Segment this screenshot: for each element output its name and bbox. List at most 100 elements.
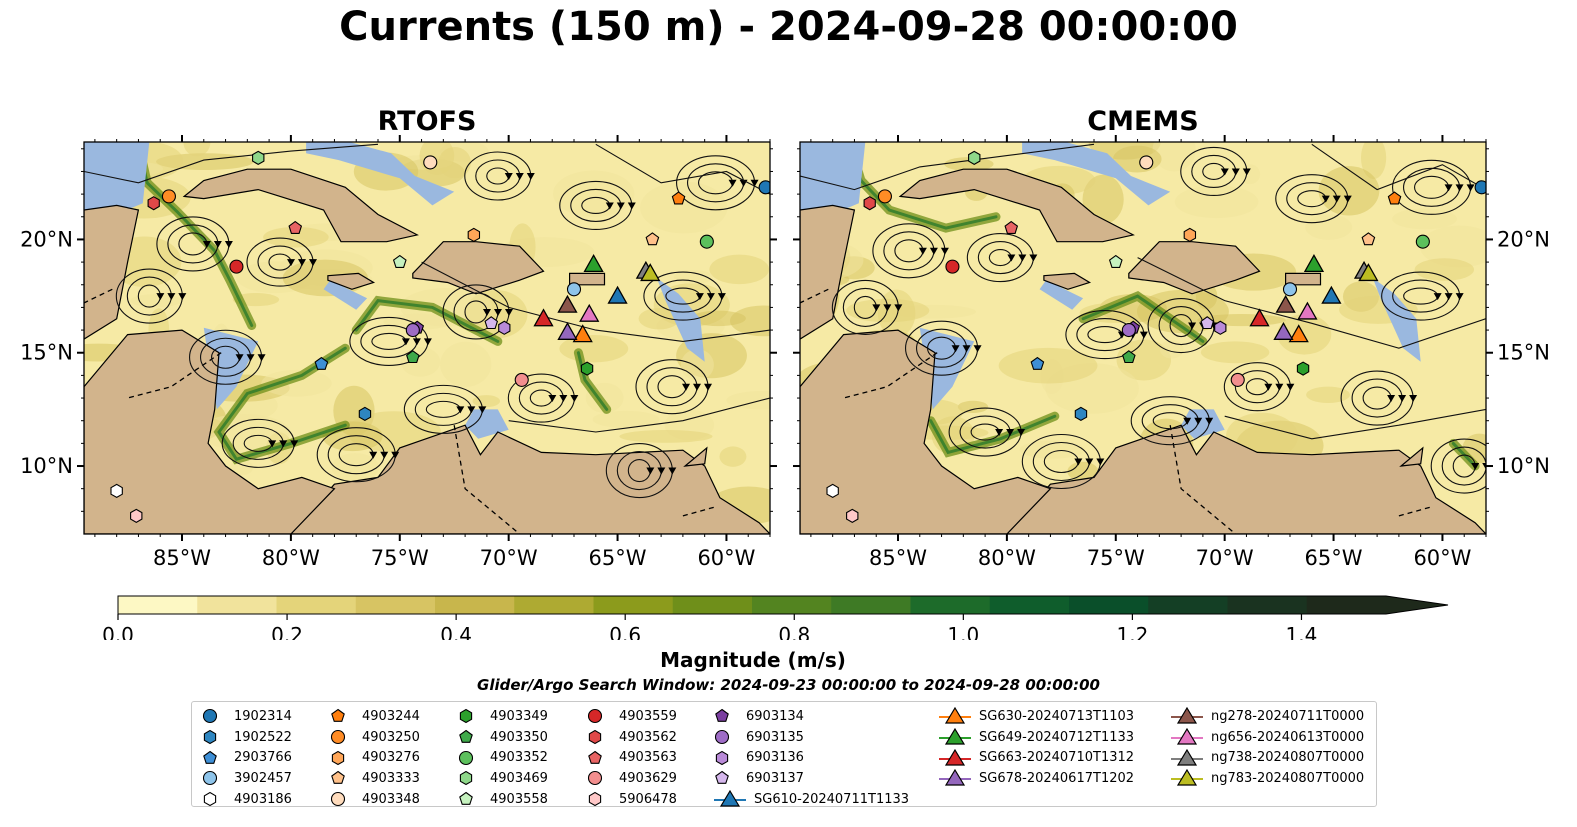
streamline-arrow xyxy=(515,172,524,180)
colorbar-segment xyxy=(514,596,594,614)
land-southamerica xyxy=(800,424,1486,534)
argo-float-1902522 xyxy=(358,406,372,422)
legend-item-4903469: 4903469 xyxy=(456,768,548,789)
legend-item-3902457: 3902457 xyxy=(200,768,292,789)
legend-label: ng656-20240613T0000 xyxy=(1211,729,1365,745)
colorbar-segment xyxy=(435,596,515,614)
argo-float-1902314 xyxy=(1474,180,1486,195)
legend-label: 2903766 xyxy=(234,750,292,766)
streamline-arrow xyxy=(1398,395,1407,403)
legend-item-4903352: 4903352 xyxy=(456,747,548,768)
colorbar-segment xyxy=(355,596,436,614)
streamline-arrow xyxy=(1220,168,1229,176)
colorbar-tick-label: 0.4 xyxy=(440,623,472,640)
legend-marker-icon xyxy=(588,791,602,807)
colorbar-segment xyxy=(1306,596,1387,614)
shelf-campeche xyxy=(84,142,150,229)
streamline-arrow xyxy=(1433,293,1442,301)
legend-marker-icon xyxy=(588,750,602,764)
streamline xyxy=(1430,438,1486,494)
x-tick-label: 60°W xyxy=(697,546,755,570)
legend-marker-icon xyxy=(714,729,730,745)
magnitude-patch xyxy=(472,395,501,408)
legend-label: 4903250 xyxy=(362,729,420,745)
legend-marker-icon xyxy=(458,750,474,765)
argo-float-4903558 xyxy=(1108,254,1123,268)
magnitude-patch xyxy=(130,294,182,308)
streamline-arrow xyxy=(951,345,960,353)
argo-float-4903186 xyxy=(826,483,839,499)
streamline-arrow xyxy=(1006,429,1015,437)
legend-label: 6903136 xyxy=(746,750,804,766)
land-cuba xyxy=(182,168,419,243)
colorbar: 0.0 0.2 0.4 0.6 0.8 1.0 1.2 1.4 xyxy=(102,595,1449,640)
argo-float-4903276 xyxy=(467,227,481,243)
argo-float-2903766 xyxy=(314,356,329,370)
streamline-arrow xyxy=(1471,463,1480,471)
land-yucatan xyxy=(800,204,856,340)
magnitude-patch xyxy=(1152,142,1196,172)
streamline-arrow xyxy=(505,308,513,316)
legend-marker-icon xyxy=(203,750,217,764)
magnitude-patch xyxy=(1306,386,1350,403)
magnitude-patch xyxy=(331,453,380,482)
panel-title-rtofs: RTOFS xyxy=(377,106,477,137)
argo-float-4903348 xyxy=(423,155,438,170)
legend-label: 4903629 xyxy=(619,770,677,786)
colorbar-tick-label: 0.2 xyxy=(271,623,303,640)
colorbar-segment xyxy=(118,596,198,614)
streamline-arrow xyxy=(1242,168,1251,176)
streamline-arrow xyxy=(1466,184,1475,192)
magnitude-patch xyxy=(726,390,770,410)
streamline-arrow xyxy=(995,429,1004,437)
map-panel-cmems: 85°W 80°W 75°W 70°W 65°W 60°W 10°N 15°N 20°N xyxy=(793,135,1550,570)
map-panel-rtofs: 85°W 80°W 75°W 70°W 65°W 60°W 10°N 15°N 20°N xyxy=(20,135,777,570)
x-tick-label: 80°W xyxy=(978,546,1036,570)
argo-float-4903333 xyxy=(645,232,660,246)
streamline-arrow xyxy=(1231,168,1240,176)
legend-label: SG610-20240711T1133 xyxy=(754,791,910,807)
argo-float-4903250 xyxy=(877,189,892,204)
argo-float-4903349 xyxy=(1296,361,1310,376)
streamline-arrow xyxy=(750,179,759,187)
legend-item-4903250: 4903250 xyxy=(328,727,420,748)
legend-item-4903558: 4903558 xyxy=(456,789,548,810)
streamline-arrow xyxy=(918,247,927,255)
glider-SG610-20240711T1133 xyxy=(607,285,628,304)
streamline-arrow xyxy=(872,304,881,312)
country-border xyxy=(453,425,521,534)
legend-label: 4903244 xyxy=(362,708,420,724)
streamline-arrow xyxy=(178,293,187,301)
streamline-arrow xyxy=(279,440,288,448)
streamline-arrow xyxy=(1007,254,1016,262)
streamline-arrow xyxy=(1332,195,1341,203)
streamline-arrow xyxy=(962,345,971,353)
glider-SG678-20240617T1202 xyxy=(557,322,578,340)
streamline xyxy=(84,143,379,184)
legend-marker-icon xyxy=(587,709,603,724)
streamline-arrow xyxy=(1321,195,1330,203)
map-frame xyxy=(83,141,771,535)
legend-label: 6903137 xyxy=(746,770,804,786)
legend-marker-icon xyxy=(939,707,971,724)
streamline-arrow xyxy=(695,293,704,301)
argo-float-6903137 xyxy=(1200,316,1215,330)
streamline-arrow xyxy=(1085,458,1094,466)
argo-float-4903562 xyxy=(147,196,160,211)
y-tick-label: 20°N xyxy=(1497,227,1550,251)
legend-marker-icon xyxy=(588,729,602,745)
colorbar-segment xyxy=(1148,596,1228,614)
magnitude-patch xyxy=(719,446,747,467)
legend-item-6903135: 6903135 xyxy=(712,727,909,748)
streamline-arrow xyxy=(298,259,306,267)
argo-float-4903469 xyxy=(252,150,265,166)
streamline-arrow xyxy=(257,354,266,362)
shelf-pedro xyxy=(323,280,368,310)
colorbar-tick-label: 1.4 xyxy=(1286,623,1318,640)
glider-SG678-20240617T1202 xyxy=(1273,322,1294,340)
legend-label: 4903469 xyxy=(490,770,548,786)
legend-label: 6903135 xyxy=(746,729,804,745)
x-tick-label: 85°W xyxy=(869,546,927,570)
magnitude-patch xyxy=(998,347,1098,384)
legend-label: 6903134 xyxy=(746,708,804,724)
